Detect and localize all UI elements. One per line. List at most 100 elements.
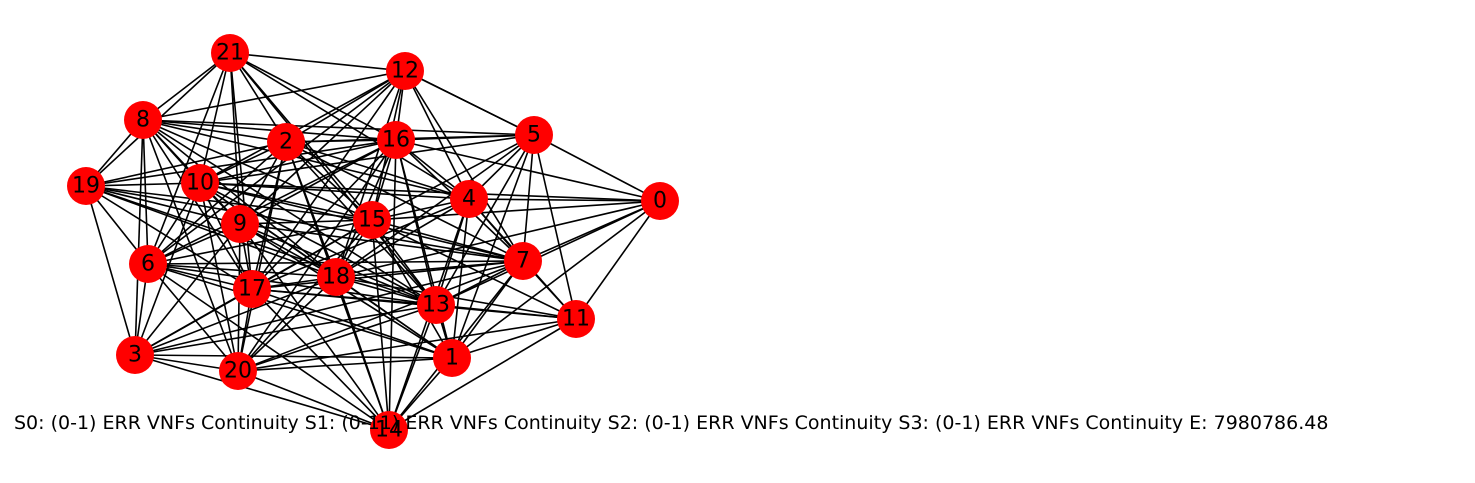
- node-label: 7: [516, 249, 530, 274]
- edge-11-20: [237, 318, 577, 372]
- node-circle: [211, 34, 249, 72]
- edge-12-8: [142, 70, 406, 121]
- node-circle: [433, 339, 471, 377]
- node-10: 10: [181, 164, 219, 202]
- edge-19-9: [85, 185, 241, 225]
- node-label: 16: [382, 128, 410, 153]
- node-circle: [504, 242, 542, 280]
- node-circle: [317, 258, 355, 296]
- node-circle: [370, 411, 408, 449]
- node-2: 2: [267, 123, 305, 161]
- edge-21-17: [229, 52, 253, 290]
- node-label: 13: [422, 293, 450, 318]
- edge-8-2: [142, 119, 287, 143]
- node-label: 15: [358, 208, 386, 233]
- node-circle: [181, 164, 219, 202]
- edge-6-20: [147, 263, 239, 372]
- node-6: 6: [129, 245, 167, 283]
- edge-15-6: [147, 219, 373, 265]
- node-label: 10: [186, 171, 214, 196]
- node-16: 16: [377, 121, 415, 159]
- edge-3-14: [134, 354, 390, 431]
- edge-7-3: [134, 260, 524, 356]
- edge-6-14: [147, 263, 390, 431]
- edge-3-1: [134, 354, 453, 359]
- edge-0-11: [575, 200, 661, 320]
- node-circle: [417, 286, 455, 324]
- node-circle: [267, 123, 305, 161]
- edge-8-3: [134, 119, 144, 356]
- edge-10-4: [199, 182, 470, 200]
- edge-21-16: [229, 52, 397, 141]
- node-label: 17: [238, 277, 266, 302]
- edge-0-4: [468, 198, 661, 202]
- edge-2-7: [285, 141, 524, 262]
- edge-21-13: [229, 52, 437, 306]
- node-7: 7: [504, 242, 542, 280]
- edge-21-4: [229, 52, 470, 200]
- edge-9-7: [239, 223, 524, 262]
- node-circle: [116, 336, 154, 374]
- node-13: 13: [417, 286, 455, 324]
- node-label: 1: [445, 346, 459, 371]
- edge-10-13: [199, 182, 437, 306]
- edge-2-4: [285, 141, 470, 200]
- node-circle: [219, 352, 257, 390]
- node-label: 19: [72, 174, 100, 199]
- node-label: 20: [224, 359, 252, 384]
- edge-8-13: [142, 119, 437, 306]
- edge-19-18: [85, 185, 337, 278]
- edge-13-11: [435, 304, 577, 320]
- edge-12-18: [335, 70, 406, 278]
- edge-11-14: [388, 318, 577, 431]
- edge-4-1: [451, 198, 470, 359]
- edge-4-18: [335, 198, 470, 278]
- node-17: 17: [233, 270, 271, 308]
- edge-6-18: [147, 263, 337, 278]
- edge-5-8: [142, 119, 535, 136]
- node-20: 20: [219, 352, 257, 390]
- edge-5-10: [199, 134, 535, 184]
- edge-19-2: [85, 141, 287, 187]
- edge-5-13: [435, 134, 535, 306]
- node-9: 9: [221, 205, 259, 243]
- node-circle: [557, 300, 595, 338]
- node-1: 1: [433, 339, 471, 377]
- edge-8-6: [142, 119, 149, 265]
- node-circle: [221, 205, 259, 243]
- edge-16-9: [239, 139, 397, 225]
- edge-12-4: [404, 70, 470, 200]
- node-label: 0: [653, 189, 667, 214]
- node-label: 2: [279, 130, 293, 155]
- node-3: 3: [116, 336, 154, 374]
- node-14: 14: [370, 411, 408, 449]
- edge-15-20: [237, 219, 373, 372]
- edge-15-1: [371, 219, 453, 359]
- edge-12-6: [147, 70, 406, 265]
- edge-16-14: [388, 139, 397, 431]
- edge-8-16: [142, 119, 397, 141]
- node-circle: [353, 201, 391, 239]
- node-circle: [641, 182, 679, 220]
- edge-5-15: [371, 134, 535, 221]
- node-label: 14: [375, 418, 403, 443]
- edge-2-6: [147, 141, 287, 265]
- node-4: 4: [450, 180, 488, 218]
- node-circle: [67, 167, 105, 205]
- node-label: 11: [562, 307, 590, 332]
- edge-10-16: [199, 139, 397, 184]
- edge-15-7: [371, 219, 524, 262]
- node-circle: [124, 101, 162, 139]
- edge-21-9: [229, 52, 241, 225]
- edge-19-17: [85, 185, 253, 290]
- node-label: 8: [136, 108, 150, 133]
- edge-17-14: [251, 288, 390, 431]
- edge-17-3: [134, 288, 253, 356]
- node-label: 12: [391, 59, 419, 84]
- node-label: 4: [462, 187, 476, 212]
- edge-5-11: [533, 134, 577, 320]
- node-21: 21: [211, 34, 249, 72]
- node-circle: [377, 121, 415, 159]
- edge-12-5: [404, 70, 535, 136]
